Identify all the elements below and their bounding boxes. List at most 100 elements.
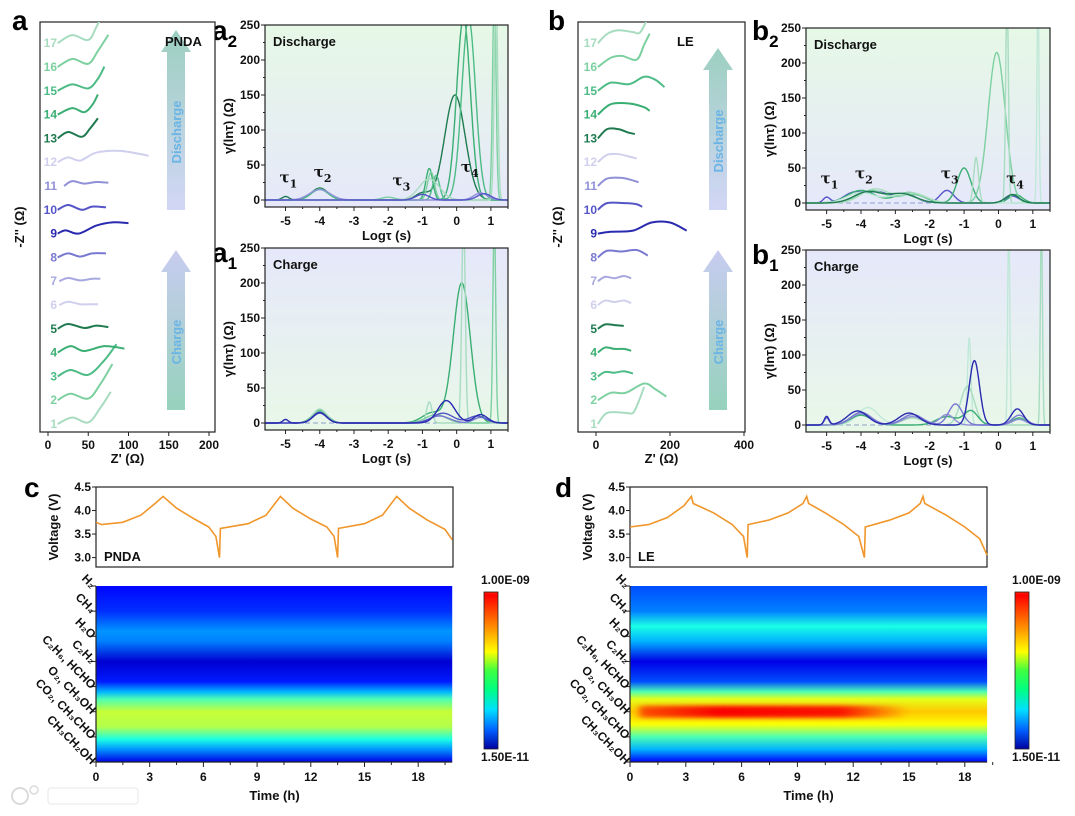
panel-label-b2: b2 (752, 15, 779, 51)
heatmap (96, 586, 453, 762)
y-tick-label: 100 (240, 123, 260, 137)
curve-number-label: 6 (50, 298, 57, 312)
nyquist-curve-4 (57, 345, 125, 354)
nyquist-curve-12 (57, 149, 149, 164)
colorbar-min-label: 1.50E-11 (481, 750, 529, 764)
nyquist-curve-1 (57, 391, 112, 425)
species-label: CH₄ (73, 590, 99, 616)
curve-number-label: 4 (590, 346, 597, 360)
plot-frame (264, 247, 509, 431)
tau-annotation: τ1 (821, 169, 839, 191)
x-tick-label: 100 (118, 438, 138, 452)
curve-number-label: 8 (50, 250, 57, 264)
x-tick-label: 1 (1029, 439, 1036, 453)
x-tick-label: 0 (93, 770, 100, 784)
curve-number-label: 1 (590, 417, 597, 431)
nyquist-curve-5 (57, 322, 109, 330)
x-tick-label: 9 (794, 770, 801, 784)
x-tick-label: -3 (890, 439, 901, 453)
y-axis-label: γ(lnτ) (Ω) (762, 101, 777, 157)
x-tick-label: -4 (314, 437, 325, 451)
voltage-frame (629, 486, 988, 568)
colorbar-max-label: 1.00E-09 (481, 573, 530, 587)
x-tick-label: 200 (660, 438, 680, 452)
nyquist-curve-8 (57, 252, 106, 259)
tau-symbol: τ (314, 163, 324, 181)
y-tick-label: 200 (240, 276, 260, 290)
tau-subscript: 4 (471, 167, 479, 180)
discharge-arrow-label: Discharge (711, 110, 726, 173)
x-tick-label: 400 (734, 438, 754, 452)
tau-annotation: τ2 (855, 165, 873, 187)
drt-curve (265, 399, 508, 424)
panel-label-a: a (12, 5, 28, 36)
x-axis-label: Logτ (s) (903, 231, 952, 246)
nyquist-curve-10 (57, 203, 107, 211)
tau-symbol: τ (461, 158, 471, 176)
y-tick-label: 100 (240, 346, 260, 360)
nyquist-curve-9 (57, 221, 129, 235)
panel-label-main: b (752, 15, 769, 46)
nyquist-curve-17 (57, 22, 100, 45)
curve-number-label: 12 (44, 155, 58, 169)
curve-number-label: 14 (584, 108, 598, 122)
species-label: H₂O (606, 615, 632, 641)
drt-curve (806, 403, 1050, 426)
x-tick-label: -2 (383, 437, 394, 451)
curve-number-label: 6 (590, 298, 597, 312)
nyquist-curve-6 (597, 299, 632, 306)
colorbar-min-label: 1.50E-11 (1012, 750, 1060, 764)
y-tick-label: 4.5 (74, 480, 91, 494)
curve-number-label: 5 (590, 322, 597, 336)
y-axis-label: γ(lnτ) (Ω) (221, 98, 236, 154)
x-tick-label: 0 (453, 437, 460, 451)
y-tick-label: 50 (788, 161, 802, 175)
nyquist-curve-13 (597, 127, 636, 140)
curve-number-label: 3 (50, 369, 57, 383)
tau-symbol: τ (392, 171, 402, 189)
drt-curve (806, 28, 1050, 204)
nyquist-curve-2 (57, 363, 114, 402)
y-tick-label: 3.5 (74, 527, 91, 541)
y-tick-label: 250 (240, 18, 260, 32)
plot-frame (805, 249, 1051, 433)
y-tick-label: 3.0 (608, 551, 625, 565)
operando-panel-c-heatmap: 3.0 3.5 4.0 4.5 Voltage (V) PNDA 0 3 6 9 12 15 18 Tim… (33, 480, 530, 803)
y-tick-label: 150 (240, 88, 260, 102)
y-tick-label: 0 (794, 418, 801, 432)
operando-panel-d-heatmap: 3.0 3.5 4.0 4.5 Voltage (V) LE 0 3 6 9 12 15 18 Time … (567, 480, 1061, 803)
y-tick-label: 4.0 (74, 504, 91, 518)
nyquist-curve-16 (597, 33, 651, 68)
tau-annotation: τ2 (314, 163, 332, 185)
panel-label-subscript: 1 (228, 254, 237, 273)
y-tick-label: 50 (247, 381, 261, 395)
curve-number-label: 3 (590, 369, 597, 383)
panel-label-d: d (555, 472, 572, 503)
nyquist-plot-a: 0 50 100 150 200 Z' (Ω) -Z'' (Ω) Discharge Charg… (12, 21, 219, 466)
nyquist-curve-11 (597, 176, 639, 187)
charge-arrow-label: Charge (169, 320, 184, 365)
voltage-curve (95, 495, 453, 558)
plot-title: Charge (273, 257, 318, 272)
drt-plot-a2: 0 50 100 150 200 250 -5 -4 -3 -2 -1 0 1 Logτ (s) γ(lnτ… (221, 18, 509, 243)
panel-label-subscript: 2 (769, 32, 778, 51)
colorbar (483, 591, 499, 750)
x-tick-label: 50 (82, 438, 96, 452)
y-tick-label: 250 (781, 243, 801, 257)
y-axis-label: γ(lnτ) (Ω) (762, 323, 777, 379)
x-tick-label: 1 (1029, 217, 1036, 231)
x-tick-label: 3 (146, 770, 153, 784)
panel-label-main: b (752, 239, 769, 270)
curve-number-label: 17 (584, 36, 598, 50)
panel-label-subscript: 1 (769, 256, 778, 275)
y-axis-label: -Z'' (Ω) (12, 206, 27, 247)
nyquist-curve-13 (57, 117, 99, 140)
nyquist-curve-1 (597, 386, 646, 425)
tau-subscript: 1 (290, 178, 298, 191)
tau-subscript: 2 (324, 172, 332, 185)
tau-annotation: τ3 (941, 165, 959, 187)
voltage-axis-label: Voltage (V) (580, 494, 595, 561)
x-tick-label: 3 (682, 770, 689, 784)
nyquist-curve-12 (597, 152, 637, 163)
